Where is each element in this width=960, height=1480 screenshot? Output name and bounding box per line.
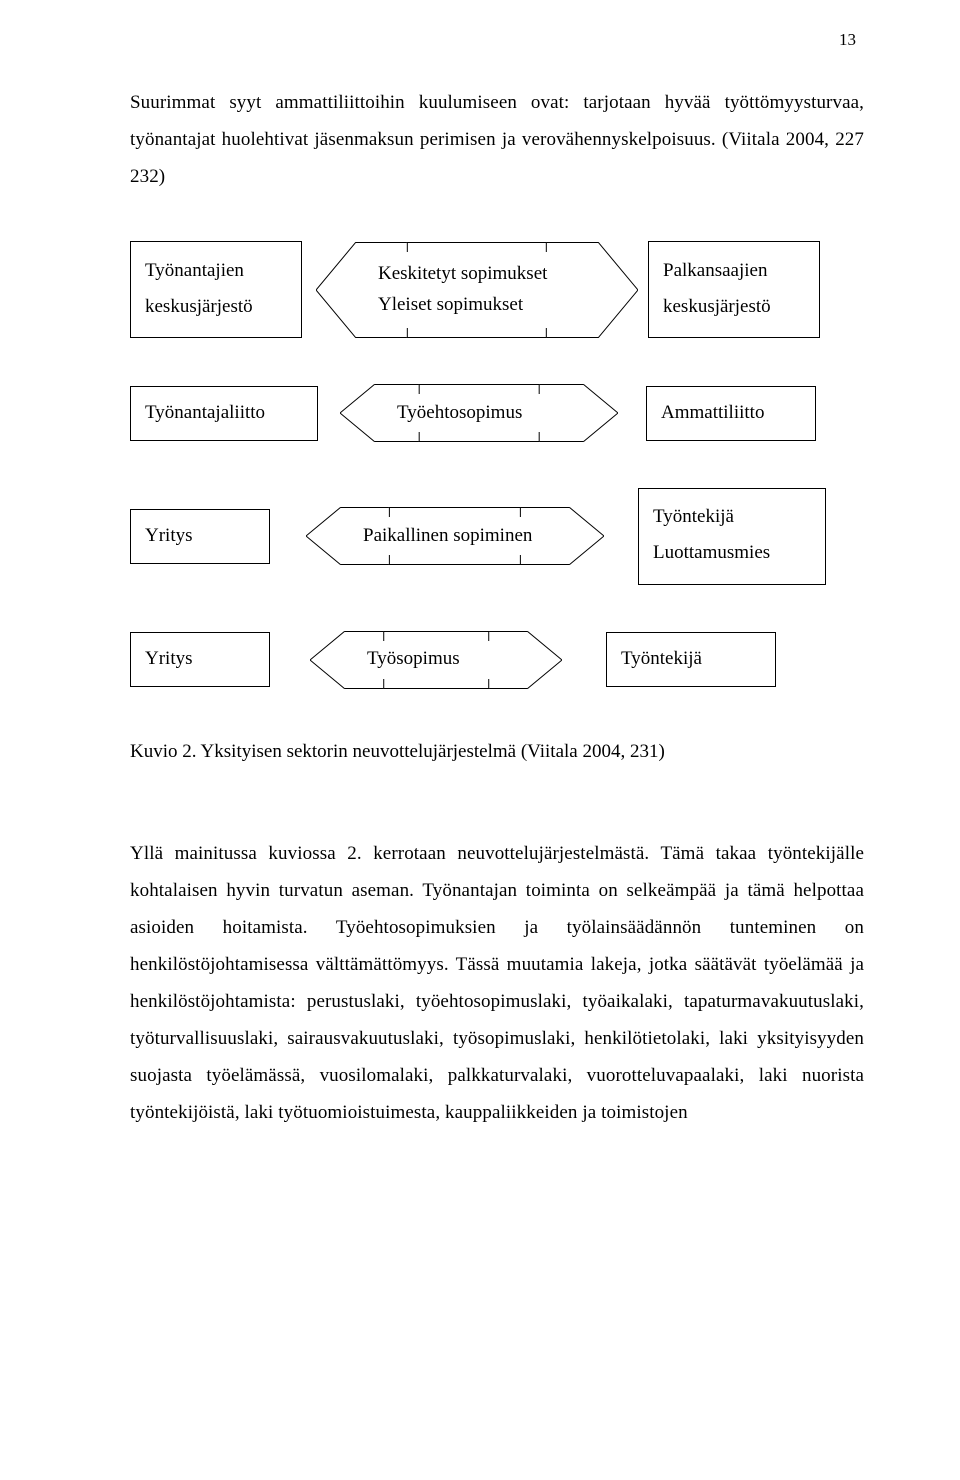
label: Työehtosopimus bbox=[375, 398, 583, 428]
diagram-row-3: Yritys Paikallinen sopiminen Työntekijä … bbox=[130, 488, 864, 584]
chevron-left-icon bbox=[316, 242, 356, 338]
diagram-row-4: Yritys Työsopimus Työntekijä bbox=[130, 631, 864, 689]
arrow-central-agreements: Keskitetyt sopimukset Yleiset sopimukset bbox=[316, 242, 638, 338]
label: Palkansaajien bbox=[663, 260, 767, 281]
label: Työnantajaliitto bbox=[145, 402, 265, 423]
label: Luottamusmies bbox=[653, 542, 770, 563]
arrow-local-agreement: Paikallinen sopiminen bbox=[306, 507, 604, 565]
label: Työsopimus bbox=[345, 644, 527, 674]
box-trade-union: Ammattiliitto bbox=[646, 386, 816, 440]
chevron-right-icon bbox=[583, 384, 618, 442]
box-employee: Työntekijä bbox=[606, 632, 776, 686]
diagram-row-1: Työnantajien keskusjärjestö Keskitetyt s… bbox=[130, 241, 864, 338]
label: Yritys bbox=[145, 525, 193, 546]
box-employee-federation: Palkansaajien keskusjärjestö bbox=[648, 241, 820, 338]
label: Ammattiliitto bbox=[661, 402, 764, 423]
diagram-row-2: Työnantajaliitto Työehtosopimus Ammattil… bbox=[130, 384, 864, 442]
box-employer-federation: Työnantajien keskusjärjestö bbox=[130, 241, 302, 338]
label: Työntekijä bbox=[653, 506, 734, 527]
intro-paragraph: Suurimmat syyt ammattiliittoihin kuulumi… bbox=[130, 84, 864, 195]
chevron-left-icon bbox=[340, 384, 375, 442]
chevron-right-icon bbox=[598, 242, 638, 338]
body-paragraph: Yllä mainitussa kuviossa 2. kerrotaan ne… bbox=[130, 835, 864, 1131]
figure-caption: Kuvio 2. Yksityisen sektorin neuvotteluj… bbox=[130, 741, 864, 763]
page-number: 13 bbox=[130, 30, 864, 50]
label: keskusjärjestö bbox=[663, 296, 771, 317]
chevron-right-icon bbox=[569, 507, 604, 565]
label: Paikallinen sopiminen bbox=[341, 521, 569, 551]
label: keskusjärjestö bbox=[145, 296, 253, 317]
label: Yleiset sopimukset bbox=[356, 290, 598, 320]
arrow-collective-agreement: Työehtosopimus bbox=[340, 384, 618, 442]
negotiation-diagram: Työnantajien keskusjärjestö Keskitetyt s… bbox=[130, 241, 864, 688]
arrow-employment-contract: Työsopimus bbox=[310, 631, 562, 689]
box-employee-shopsteward: Työntekijä Luottamusmies bbox=[638, 488, 826, 584]
label: Keskitetyt sopimukset bbox=[356, 259, 598, 289]
box-company-1: Yritys bbox=[130, 509, 270, 563]
label: Työntekijä bbox=[621, 648, 702, 669]
chevron-right-icon bbox=[527, 631, 562, 689]
label: Työnantajien bbox=[145, 260, 244, 281]
box-company-2: Yritys bbox=[130, 632, 270, 686]
label: Yritys bbox=[145, 648, 193, 669]
chevron-left-icon bbox=[306, 507, 341, 565]
chevron-left-icon bbox=[310, 631, 345, 689]
page: 13 Suurimmat syyt ammattiliittoihin kuul… bbox=[0, 0, 960, 1131]
box-employer-union: Työnantajaliitto bbox=[130, 386, 318, 440]
